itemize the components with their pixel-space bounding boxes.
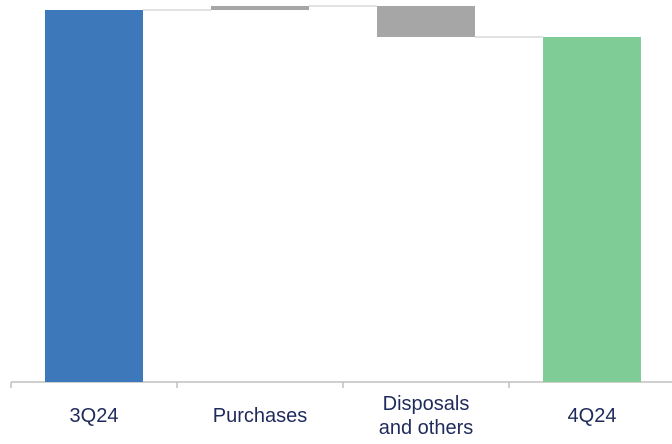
bar (377, 6, 475, 37)
x-tick-label: 3Q24 (69, 405, 119, 427)
x-tick-label: Purchases (212, 405, 308, 427)
bar (45, 10, 143, 382)
bar (543, 37, 641, 382)
bar (211, 6, 309, 10)
x-tick-label: 4Q24 (567, 405, 617, 427)
x-tick-label: Disposals and others (378, 393, 474, 439)
